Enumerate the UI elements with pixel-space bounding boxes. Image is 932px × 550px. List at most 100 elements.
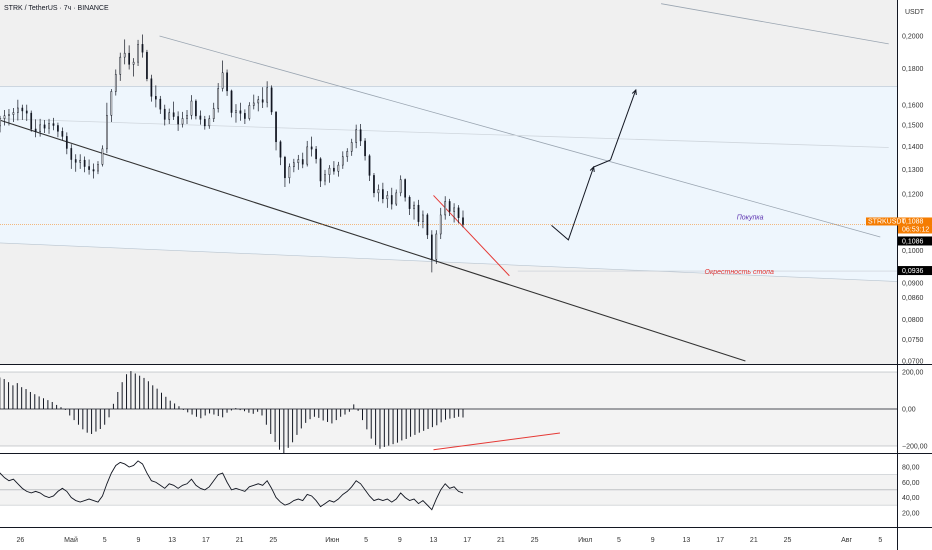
time-tick-label: 17 (202, 537, 210, 544)
candle (266, 81, 268, 108)
main-overlay: Покупка Окрестность стопа (551, 88, 774, 276)
trendline-mid-line[interactable] (0, 118, 889, 148)
time-tick-label: 9 (136, 537, 140, 544)
candle (346, 148, 349, 162)
rsi-tick-label: 20,00 (902, 510, 920, 517)
candle (235, 104, 237, 123)
candle (337, 161, 340, 177)
histogram-tick-label: 200,00 (902, 370, 924, 377)
candle (261, 87, 264, 108)
candle (190, 95, 193, 120)
candle (8, 108, 10, 126)
candle (106, 102, 108, 154)
price-tick-label: 0,0700 (902, 359, 924, 366)
candle (203, 115, 206, 130)
candle (181, 111, 184, 128)
candlestick-series (0, 34, 464, 273)
candle (128, 45, 130, 70)
candle (341, 151, 344, 169)
candle (70, 144, 73, 169)
candle (57, 122, 59, 138)
histogram-pane (0, 371, 897, 453)
candle (399, 175, 402, 197)
candle (386, 191, 389, 208)
price-tick-label: 0,0800 (902, 317, 924, 324)
time-axis-labels[interactable]: 26 Май 5 9 13 17 21 25 Июн 5 9 13 17 21 25 Июл 5 9 13 17 21 2… (17, 536, 883, 544)
current-price-label: 0,1088 (902, 218, 924, 225)
candle (101, 145, 104, 167)
annotation-stop[interactable]: Окрестность стопа (705, 269, 774, 276)
candle (21, 104, 24, 120)
candle (155, 85, 157, 108)
histogram-tick-label: 0,00 (902, 407, 916, 414)
candle (275, 111, 277, 151)
trendline-far-resistance[interactable] (661, 3, 889, 45)
candle (43, 119, 46, 134)
candle (159, 95, 162, 114)
time-tick-label: 21 (750, 537, 758, 544)
candle (350, 138, 353, 156)
lower-grey-zone (0, 242, 897, 364)
trendline-divergence-price[interactable] (433, 195, 510, 277)
time-tick-label: 21 (236, 537, 244, 544)
candle (172, 101, 175, 120)
trendline-upper-channel[interactable] (159, 35, 881, 238)
rsi-tick-label: 60,00 (902, 480, 920, 487)
candle (248, 102, 251, 121)
candle (448, 198, 451, 217)
candle (257, 95, 260, 112)
candle (168, 108, 171, 125)
candle (123, 39, 126, 65)
trendline-lower-support[interactable] (0, 116, 746, 362)
candle (239, 102, 242, 121)
chart-title: STRK / TetherUS · 7ч · BINANCE (4, 5, 109, 12)
candle (417, 199, 420, 227)
level-2-tag (898, 266, 932, 276)
candle (186, 109, 188, 125)
time-tick-label: 5 (364, 537, 368, 544)
level-1-label: 0,1086 (902, 238, 924, 245)
candle (132, 58, 135, 77)
zone-bottom-edge (0, 242, 897, 282)
upper-grey-zone (0, 0, 897, 87)
candle (83, 156, 86, 173)
candle (310, 136, 313, 157)
annotation-buy[interactable]: Покупка (737, 214, 764, 221)
main-drawings (0, 3, 897, 362)
candle (74, 154, 77, 172)
candle (208, 115, 211, 129)
histogram-tick-label: −200,00 (902, 444, 928, 451)
price-tick-label: 0,2000 (902, 34, 924, 41)
candle (462, 210, 464, 228)
candle (430, 230, 433, 273)
candle (301, 152, 304, 169)
candle (163, 104, 166, 126)
time-tick-label: 5 (878, 537, 882, 544)
candle (279, 140, 282, 166)
candle (146, 49, 148, 82)
candle (39, 118, 41, 137)
candle (435, 230, 438, 264)
countdown-tag (898, 225, 932, 234)
price-tick-label: 0,0860 (902, 295, 924, 302)
candle (377, 184, 380, 202)
time-tick-label: 13 (682, 537, 690, 544)
candle (426, 213, 429, 240)
histogram-divergence-line[interactable] (433, 432, 561, 451)
candle (364, 138, 366, 161)
time-tick-label: 13 (168, 537, 176, 544)
candle (230, 89, 233, 118)
candle (88, 159, 90, 175)
candle (373, 172, 375, 198)
rsi-tick-label: 40,00 (902, 495, 920, 502)
candle (333, 161, 335, 175)
projection-arrowhead-2 (631, 88, 637, 96)
time-tick-label: 9 (651, 537, 655, 544)
candle (288, 163, 291, 184)
current-price-tag (866, 217, 932, 226)
time-tick-label: 5 (103, 537, 107, 544)
projection-path[interactable] (551, 159, 611, 241)
projection-leg-2[interactable] (610, 89, 637, 161)
